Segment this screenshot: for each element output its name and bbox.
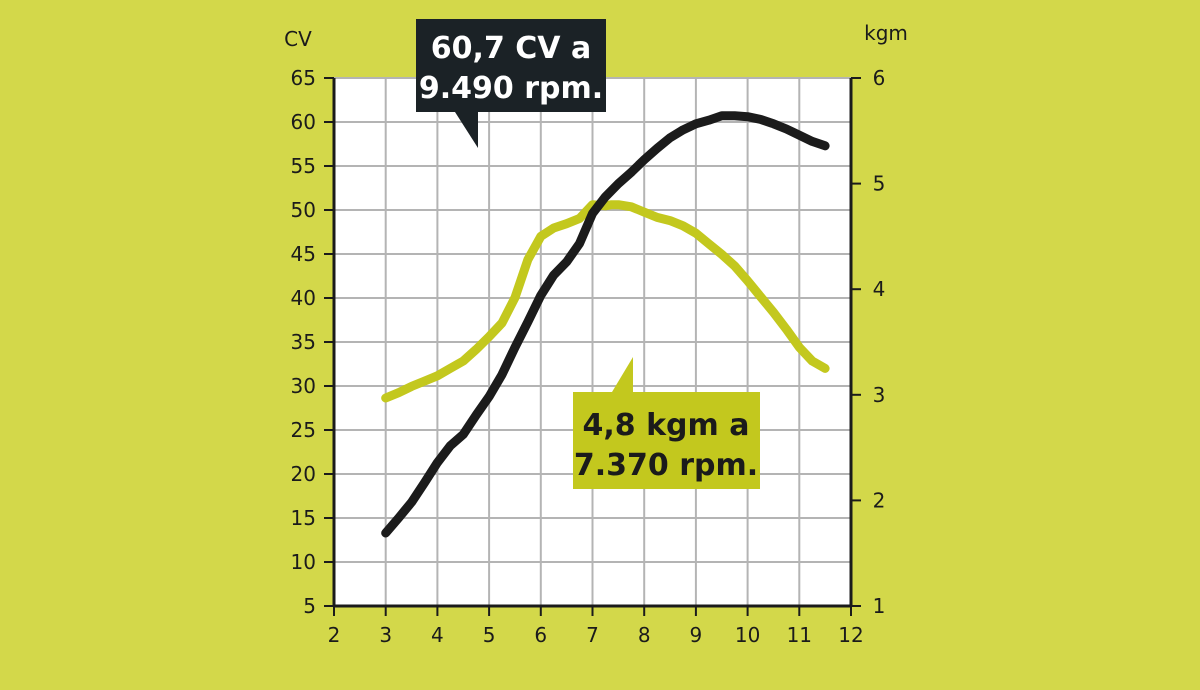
right-tick-label: 6 [873,66,886,90]
left-tick-label: 65 [291,66,316,90]
left-tick-label: 25 [291,418,316,442]
x-tick-label: 4 [431,623,444,647]
x-tick-label: 5 [483,623,496,647]
power-callout-line2: 9.490 rpm. [419,71,603,106]
x-tick-label: 10 [735,623,760,647]
power-callout-box [416,19,606,148]
left-tick-label: 40 [291,286,316,310]
x-tick-label: 6 [534,623,547,647]
left-tick-label: 60 [291,110,316,134]
x-tick-label: 12 [838,623,863,647]
left-tick-label: 5 [303,594,316,618]
right-tick-label: 4 [873,277,886,301]
right-tick-label: 1 [873,594,886,618]
left-tick-label: 35 [291,330,316,354]
x-tick-label: 2 [328,623,341,647]
power-curve [381,111,830,538]
left-tick-label: 30 [291,374,316,398]
right-tick-label: 2 [873,488,886,512]
left-axis-ticks: 5 10 15 20 25 30 35 40 45 50 55 60 65 [291,66,334,618]
power-peak-callout: 60,7 CV a 9.490 rpm. [416,19,606,148]
left-tick-label: 20 [291,462,316,486]
x-tick-label: 3 [379,623,392,647]
right-axis-ticks: 1 2 3 4 5 6 [851,66,885,618]
x-tick-label: 7 [586,623,599,647]
right-axis-unit: kgm [864,21,908,45]
torque-callout-line2: 7.370 rpm. [574,448,758,483]
torque-peak-callout: 4,8 kgm a 7.370 rpm. [573,357,760,489]
x-tick-label: 9 [690,623,703,647]
x-axis-ticks: 2 3 4 5 6 7 8 9 10 11 12 [328,606,864,647]
right-tick-label: 5 [873,172,886,196]
left-tick-label: 55 [291,154,316,178]
left-tick-label: 45 [291,242,316,266]
left-tick-label: 15 [291,506,316,530]
power-callout-line1: 60,7 CV a [431,31,591,66]
x-tick-label: 11 [787,623,812,647]
left-tick-label: 10 [291,550,316,574]
torque-curve [381,200,830,403]
torque-callout-box [573,357,760,489]
x-tick-label: 8 [638,623,651,647]
left-tick-label: 50 [291,198,316,222]
torque-callout-line1: 4,8 kgm a [583,408,750,443]
left-axis-unit: CV [284,27,312,51]
right-tick-label: 3 [873,383,886,407]
series [381,111,830,538]
